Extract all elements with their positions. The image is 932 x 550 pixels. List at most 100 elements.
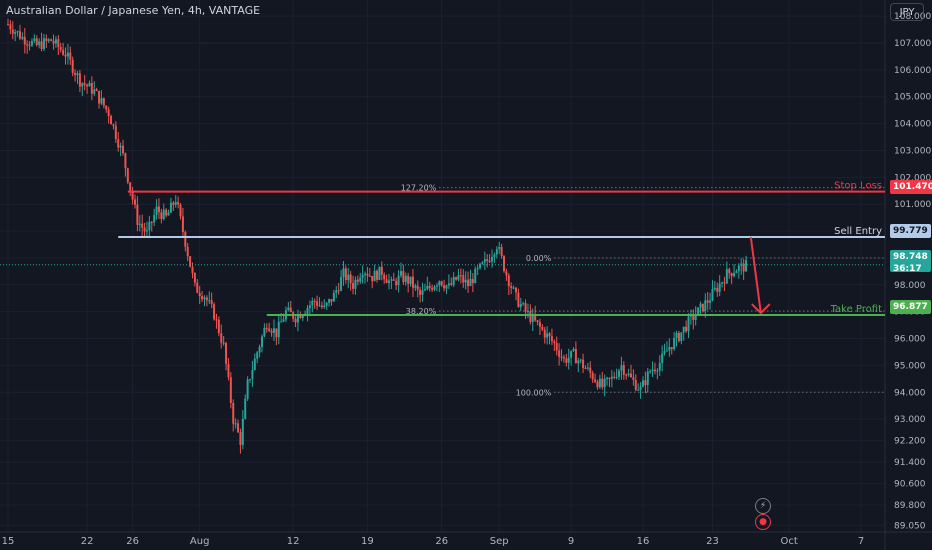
candle-body	[723, 282, 726, 284]
candle-body	[114, 125, 117, 140]
candle-body	[586, 367, 589, 369]
candle-body	[510, 286, 513, 288]
candle-body	[282, 319, 285, 322]
candle-body	[191, 266, 194, 274]
candle-body	[658, 362, 661, 371]
candle-body	[435, 285, 438, 287]
candle-body	[366, 273, 369, 276]
candle-body	[189, 256, 192, 267]
x-tick-label: 15	[2, 536, 15, 547]
candle-body	[570, 350, 573, 358]
candle-body	[133, 199, 136, 205]
candle-body	[452, 277, 455, 285]
candle-body	[76, 73, 79, 76]
candle-body	[16, 31, 19, 33]
y-tick-label: 92.200	[894, 437, 926, 447]
candle-body	[28, 44, 31, 46]
candle-body	[675, 332, 678, 338]
candle-body	[562, 357, 565, 359]
candle-body	[627, 373, 630, 376]
candle-body	[198, 292, 201, 297]
candle-body	[237, 423, 240, 433]
candle-body	[589, 367, 592, 373]
arrow-head-icon	[751, 303, 771, 315]
y-tick-label: 107.000	[894, 39, 931, 49]
candle-body	[440, 281, 443, 286]
candle-body	[177, 202, 180, 205]
candle-body	[18, 31, 21, 39]
x-tick-label: 26	[126, 536, 139, 547]
y-tick-label: 105.000	[894, 93, 931, 103]
candle-body	[641, 380, 644, 387]
candle-body	[692, 314, 695, 321]
candle-body	[538, 322, 541, 327]
candle-body	[687, 316, 690, 332]
candle-body	[162, 209, 165, 220]
candle-body	[632, 377, 635, 380]
candle-body	[625, 374, 628, 376]
candle-body	[277, 321, 280, 338]
candle-body	[98, 90, 101, 104]
candle-body	[69, 52, 72, 60]
candle-body	[500, 247, 503, 257]
candle-body	[323, 305, 326, 308]
candle-body	[591, 372, 594, 380]
candle-body	[383, 274, 386, 280]
candle-body	[42, 38, 45, 49]
candle-body	[102, 98, 105, 106]
candle-body	[232, 403, 235, 424]
candle-body	[275, 328, 278, 338]
candle-body	[110, 116, 113, 125]
y-tick-label: 104.000	[894, 120, 931, 130]
candle-body	[649, 371, 652, 373]
candle-body	[601, 378, 604, 388]
candle-body	[380, 266, 383, 275]
candle-body	[620, 365, 623, 371]
candle-body	[229, 377, 232, 404]
candle-body	[661, 353, 664, 363]
candle-body	[131, 190, 134, 200]
candle-body	[172, 202, 175, 205]
candle-body	[644, 380, 647, 386]
candle-body	[407, 275, 410, 284]
candle-body	[117, 139, 120, 148]
candle-body	[330, 299, 333, 302]
candle-body	[677, 332, 680, 342]
candle-body	[122, 145, 125, 154]
candle-body	[706, 300, 709, 303]
currency-button[interactable]: JPY	[890, 3, 924, 21]
candle-body	[83, 83, 86, 85]
candle-body	[153, 214, 156, 223]
y-tick-label: 96.000	[894, 335, 926, 345]
candle-body	[301, 315, 304, 318]
candle-body	[555, 343, 558, 351]
candle-body	[203, 297, 206, 300]
candle-body	[651, 369, 654, 372]
candle-body	[433, 286, 436, 290]
candle-body	[630, 373, 633, 378]
candle-body	[272, 328, 275, 333]
candle-body	[673, 337, 676, 350]
candle-body	[340, 277, 343, 291]
candle-body	[95, 89, 98, 91]
candle-body	[426, 286, 429, 290]
candle-body	[536, 320, 539, 323]
candle-body	[479, 263, 482, 268]
candle-body	[546, 333, 549, 338]
candle-body	[622, 365, 625, 375]
fib-level-label: 127.20%	[401, 184, 437, 193]
candle-body	[584, 367, 587, 369]
candle-body	[469, 278, 472, 287]
candle-body	[519, 304, 522, 307]
alert-icon[interactable]: ●	[755, 514, 771, 530]
stop-loss-label: Stop Loss	[834, 181, 882, 192]
candle-body	[668, 347, 671, 351]
candle-body	[349, 274, 352, 284]
candle-body	[33, 38, 36, 41]
candle-body	[246, 379, 249, 399]
lightning-icon[interactable]: ⚡	[755, 498, 771, 514]
candle-body	[179, 204, 182, 217]
candle-body	[680, 332, 683, 342]
candle-body	[488, 260, 491, 262]
